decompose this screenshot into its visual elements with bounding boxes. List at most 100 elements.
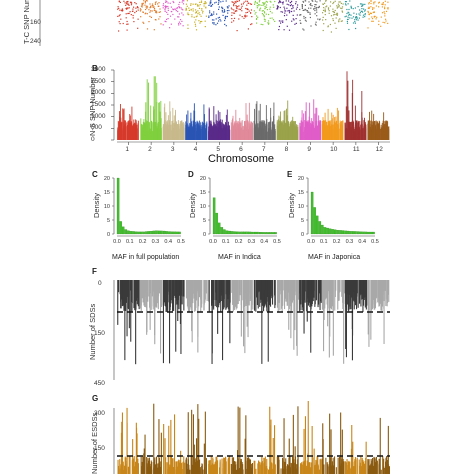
panel-g-bar [225, 461, 227, 474]
panel-f-bar [345, 280, 347, 358]
panel-a-point [323, 23, 325, 25]
panel-b-point [208, 126, 210, 140]
panel-g-bar [348, 460, 350, 474]
panel-f-bar [276, 280, 278, 308]
panel-a-point [215, 1, 217, 3]
panel-a-point [316, 9, 318, 11]
panel-b-point [218, 129, 220, 140]
hist-ytick: 20 [104, 176, 110, 182]
hist-bar [372, 231, 375, 235]
panel-f-bar [334, 280, 336, 292]
hist-ytick: 10 [200, 204, 206, 210]
panel-g-bar [197, 462, 199, 474]
panel-b-point [158, 130, 160, 140]
panel-b-point [322, 123, 324, 140]
hist-ytick: 5 [203, 218, 206, 224]
panel-a-point [165, 1, 167, 3]
panel-g-bar [172, 469, 174, 474]
hist-bar [321, 224, 324, 235]
panel-a-point [280, 1, 282, 3]
panel-a-point [303, 15, 305, 18]
panel-g-bar [154, 457, 156, 474]
panel-a-point [383, 11, 385, 13]
hist-bar [163, 230, 166, 235]
panel-g-bar [263, 457, 265, 474]
panel-a-point [283, 15, 286, 17]
panel-b-xlabel: Chromosome [208, 153, 275, 165]
panel-b-point [129, 129, 131, 140]
panel-a-point [355, 16, 357, 18]
hist-bar [152, 230, 156, 235]
hist-bar [173, 231, 176, 235]
panel-b-point [197, 125, 199, 140]
panel-a-point [195, 16, 197, 18]
panel-f-bar [162, 280, 164, 306]
panel-a-point [265, 0, 267, 3]
panel-a-point [213, 23, 215, 25]
panel-f-bar [258, 280, 260, 292]
panel-a-point [339, 1, 341, 3]
panel-f-bar [370, 280, 372, 340]
panel-g-bar [151, 462, 153, 474]
panel-a-point [211, 3, 214, 6]
panel-f-bar [153, 280, 155, 303]
panel-a-point [146, 28, 149, 30]
panel-b-point [132, 127, 134, 140]
panel-g-bar [369, 465, 371, 474]
panel-f-bar [244, 280, 246, 293]
panel-b-point [341, 130, 342, 140]
panel-a-point [381, 12, 384, 14]
panel-g-bar [333, 465, 335, 474]
panel-f-bar [146, 280, 148, 333]
panel-a-point [332, 19, 334, 22]
panel-a-point [346, 18, 349, 21]
panel-a-point [290, 2, 292, 4]
panel-g-bar [178, 459, 180, 474]
panel-a-point [151, 5, 153, 7]
panel-a-point [361, 5, 363, 7]
panel-f-letter: F [92, 267, 97, 276]
panel-f-ytick: 450 [94, 380, 105, 387]
panel-a-point [288, 0, 290, 2]
panel-f-bar [182, 280, 184, 297]
panel-g-bar [313, 457, 315, 474]
panel-b-point [248, 102, 250, 140]
panel-g-bar [253, 460, 255, 474]
panel-f-bar [266, 280, 268, 312]
panel-a-point [231, 1, 233, 3]
panel-a-point [345, 4, 347, 6]
panel-a-point [362, 14, 365, 16]
panel-f-bar [169, 280, 171, 364]
panel-f-bar [239, 280, 241, 296]
panel-b-point [134, 122, 135, 140]
panel-a-point [131, 2, 133, 4]
hist-bar [155, 230, 158, 235]
hist-bar [261, 232, 264, 235]
panel-b-point [238, 122, 240, 140]
panel-a-point [159, 11, 161, 13]
panel-a-point [266, 1, 268, 3]
panel-a-point [167, 13, 169, 15]
panel-a-point [127, 12, 129, 15]
panel-a-point [318, 6, 320, 8]
panel-a-point [218, 20, 220, 22]
panel-g-bar [157, 463, 159, 474]
panel-g-bar [120, 466, 122, 474]
panel-f-bar [353, 280, 355, 302]
panel-a-point [247, 2, 249, 4]
panel-a-point [238, 18, 240, 20]
panel-b-point [295, 128, 297, 140]
panel-b-point [257, 123, 259, 140]
panel-b-point [159, 124, 161, 140]
panel-a-point [334, 22, 336, 24]
panel-a-point [150, 10, 152, 12]
panel-b-point [156, 120, 158, 140]
panel-g-bar [137, 458, 139, 474]
panel-b-point [186, 123, 188, 140]
panel-a-point [374, 15, 376, 17]
panel-a-point [233, 5, 235, 7]
panel-g-bar [160, 432, 162, 474]
panel-a-point [325, 0, 327, 2]
panel-g-bar [166, 462, 168, 474]
panel-a-point [176, 7, 178, 9]
